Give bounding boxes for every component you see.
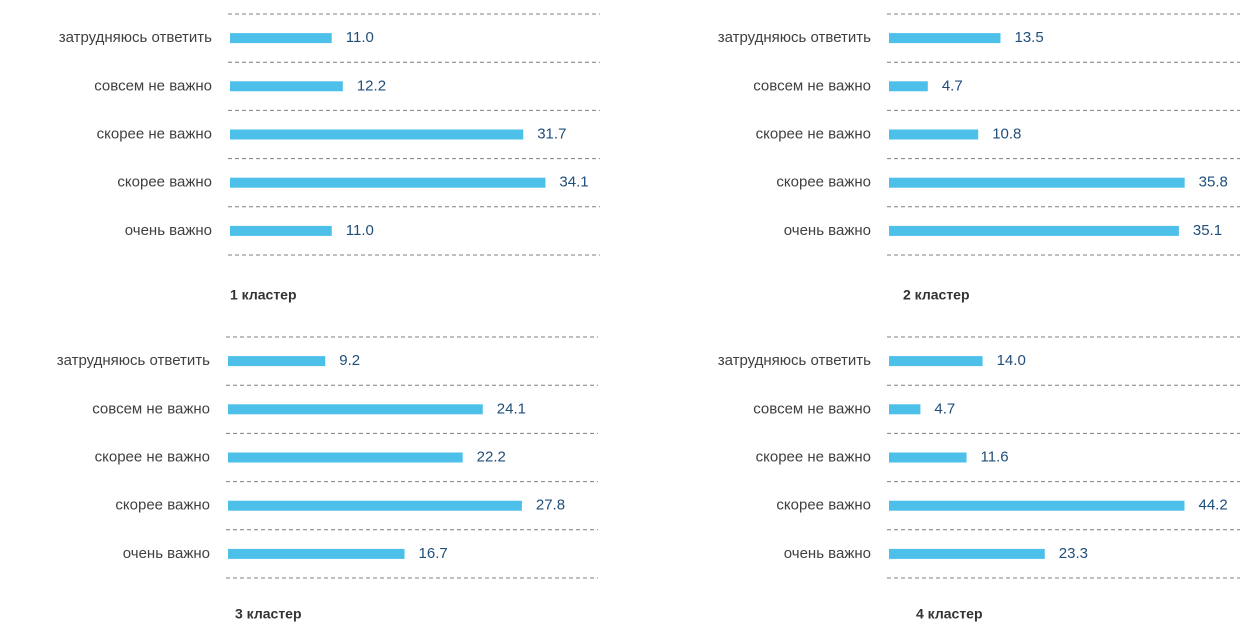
category-label: очень важно <box>784 222 871 239</box>
bar <box>889 548 1045 559</box>
bar <box>889 356 983 367</box>
value-label: 9.2 <box>339 352 360 369</box>
bar <box>889 129 979 140</box>
value-label: 4.7 <box>942 77 963 94</box>
bar <box>228 356 326 367</box>
bar <box>889 500 1185 511</box>
category-label: скорее не важно <box>95 448 210 465</box>
value-label: 23.3 <box>1059 545 1088 562</box>
value-label: 31.7 <box>537 125 566 142</box>
bar <box>230 33 332 44</box>
value-label: 11.0 <box>346 222 374 239</box>
bar <box>228 548 405 559</box>
value-label: 12.2 <box>357 77 386 94</box>
category-label: совсем не важно <box>92 400 210 417</box>
category-label: очень важно <box>784 545 871 562</box>
bar <box>889 81 928 92</box>
value-label: 34.1 <box>559 174 588 191</box>
category-label: совсем не важно <box>753 77 871 94</box>
bar <box>889 33 1001 44</box>
value-label: 11.0 <box>346 29 374 46</box>
bar <box>889 404 921 415</box>
category-label: затрудняюсь ответить <box>718 29 871 46</box>
value-label: 13.5 <box>1014 29 1043 46</box>
value-label: 4.7 <box>934 400 955 417</box>
bar <box>230 129 524 140</box>
category-label: совсем не важно <box>94 77 212 94</box>
chart-title: 4 кластер <box>916 606 983 622</box>
category-label: скорее не важно <box>756 125 871 142</box>
category-label: затрудняюсь ответить <box>57 352 210 369</box>
value-label: 16.7 <box>419 545 448 562</box>
value-label: 11.6 <box>981 448 1009 465</box>
bar <box>228 452 463 463</box>
chart-title: 3 кластер <box>235 606 302 622</box>
value-label: 10.8 <box>992 125 1021 142</box>
bar <box>228 500 522 511</box>
chart-title: 2 кластер <box>903 287 970 303</box>
bar <box>889 452 967 463</box>
category-label: скорее важно <box>115 497 210 514</box>
category-label: очень важно <box>123 545 210 562</box>
category-label: скорее не важно <box>756 448 871 465</box>
bar <box>889 177 1185 188</box>
bar <box>228 404 483 415</box>
category-label: совсем не важно <box>753 400 871 417</box>
value-label: 24.1 <box>497 400 526 417</box>
category-label: скорее важно <box>776 497 871 514</box>
category-label: затрудняюсь ответить <box>59 29 212 46</box>
category-label: скорее важно <box>117 174 212 191</box>
bar <box>889 225 1179 236</box>
value-label: 35.8 <box>1199 174 1228 191</box>
category-label: очень важно <box>125 222 212 239</box>
bar <box>230 81 343 92</box>
value-label: 44.2 <box>1199 497 1228 514</box>
category-label: скорее не важно <box>97 125 212 142</box>
bar <box>230 225 332 236</box>
value-label: 27.8 <box>536 497 565 514</box>
value-label: 22.2 <box>477 448 506 465</box>
category-label: затрудняюсь ответить <box>718 352 871 369</box>
value-label: 35.1 <box>1193 222 1222 239</box>
category-label: скорее важно <box>776 174 871 191</box>
bar <box>230 177 546 188</box>
chart-title: 1 кластер <box>230 287 297 303</box>
value-label: 14.0 <box>997 352 1026 369</box>
